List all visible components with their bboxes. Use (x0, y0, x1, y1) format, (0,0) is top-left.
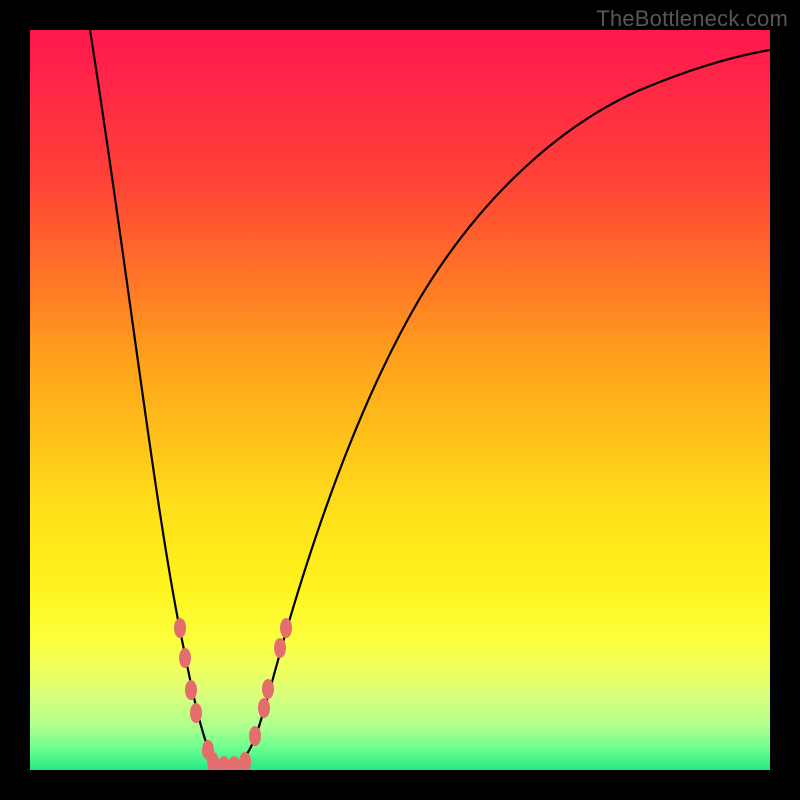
data-marker (179, 648, 191, 668)
bottleneck-chart (30, 30, 770, 770)
gradient-background (30, 30, 770, 770)
data-marker (280, 618, 292, 638)
data-marker (262, 679, 274, 699)
watermark-text: TheBottleneck.com (596, 6, 788, 32)
data-marker (274, 638, 286, 658)
canvas-frame: TheBottleneck.com (0, 0, 800, 800)
plot-area (30, 30, 770, 770)
data-marker (249, 726, 261, 746)
data-marker (185, 680, 197, 700)
data-marker (190, 703, 202, 723)
data-marker (258, 698, 270, 718)
data-marker (174, 618, 186, 638)
